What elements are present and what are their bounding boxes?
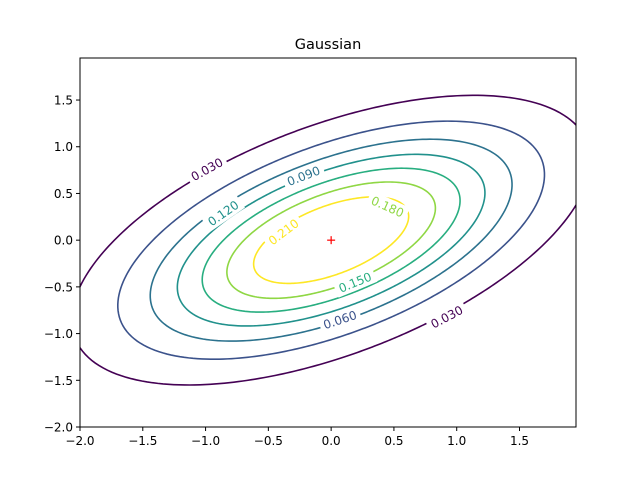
x-tick-label: 0.0 — [322, 434, 341, 448]
y-tick-label: −1.0 — [44, 327, 73, 341]
contour-line-3 — [176, 153, 486, 327]
contour-label-0-0: 0.030 — [184, 151, 230, 187]
contour-label-0-1: 0.030 — [424, 299, 469, 334]
contour-label-text: 0.030 — [428, 303, 465, 331]
x-tick-label: 1.5 — [510, 434, 529, 448]
y-tick-label: 1.5 — [54, 94, 73, 108]
y-tick-label: 0.0 — [54, 234, 73, 248]
x-tick-label: 1.0 — [447, 434, 466, 448]
x-tick-label: −1.5 — [128, 434, 157, 448]
x-axis: −2.0 −1.5 −1.0 −0.5 0.0 0.5 1.0 1.5 — [65, 427, 529, 448]
plot-area — [80, 94, 576, 386]
x-tick-label: −0.5 — [254, 434, 283, 448]
y-tick-label: 1.0 — [54, 140, 73, 154]
y-tick-label: −0.5 — [44, 280, 73, 294]
x-tick-label: −1.0 — [191, 434, 220, 448]
contour-label-5-0: 0.180 — [365, 190, 411, 223]
contour-label-text: 0.210 — [266, 216, 302, 248]
contour-line-2 — [149, 138, 513, 342]
center-marker — [327, 236, 336, 245]
contour-label-text: 0.030 — [189, 155, 226, 184]
y-tick-label: −1.5 — [44, 374, 73, 388]
y-tick-label: −2.0 — [44, 421, 73, 435]
axes-frame — [79, 57, 577, 428]
x-tick-label: 0.5 — [384, 434, 403, 448]
y-tick-label: 0.5 — [54, 187, 73, 201]
contour-label-4-0: 0.150 — [332, 266, 378, 298]
contour-line-0 — [80, 94, 576, 386]
y-axis: −2.0 −1.5 −1.0 −0.5 0.0 0.5 1.0 1.5 — [44, 94, 80, 435]
contour-label-6-0: 0.210 — [261, 212, 305, 251]
chart-title: Gaussian — [295, 37, 362, 53]
contour-line-1 — [117, 120, 546, 361]
contour-line-4 — [201, 167, 461, 313]
x-tick-label: −2.0 — [65, 434, 94, 448]
